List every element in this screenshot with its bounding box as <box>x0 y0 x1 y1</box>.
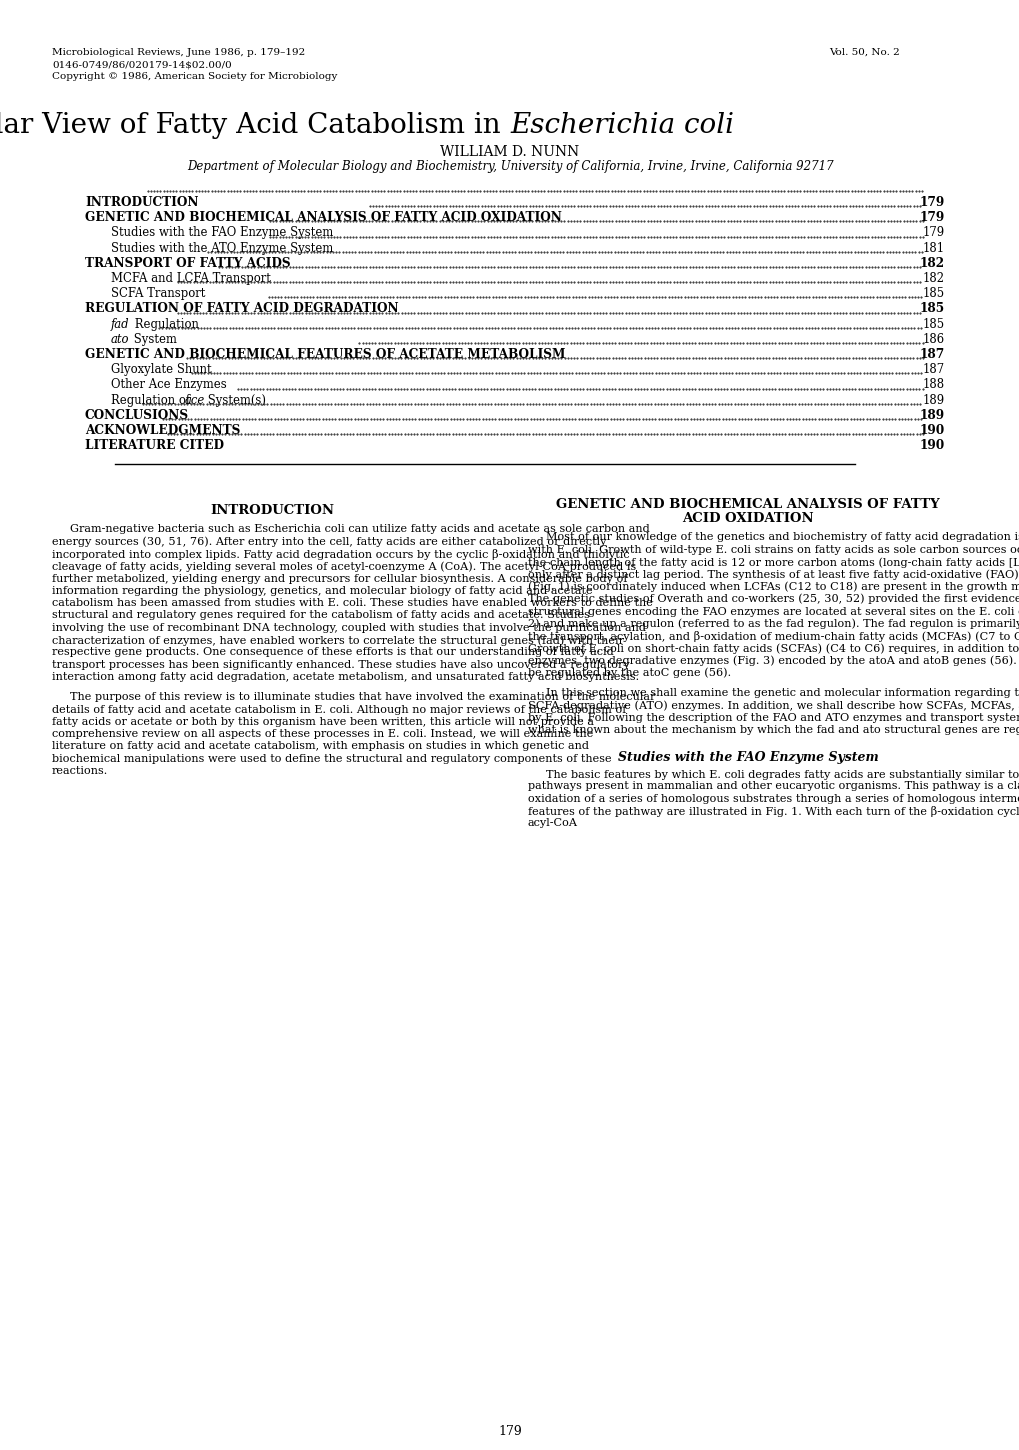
Text: 188: 188 <box>922 378 944 392</box>
Text: energy sources (30, 51, 76). After entry into the cell, fatty acids are either c: energy sources (30, 51, 76). After entry… <box>52 536 606 547</box>
Text: 189: 189 <box>922 393 944 406</box>
Text: fatty acids or acetate or both by this organism have been written, this article : fatty acids or acetate or both by this o… <box>52 716 593 726</box>
Text: Studies with the FAO Enzyme System: Studies with the FAO Enzyme System <box>111 226 333 239</box>
Text: Microbiological Reviews, June 1986, p. 179–192: Microbiological Reviews, June 1986, p. 1… <box>52 48 305 57</box>
Text: 185: 185 <box>919 303 944 316</box>
Text: 186: 186 <box>922 334 944 345</box>
Text: 179: 179 <box>497 1425 522 1438</box>
Text: 179: 179 <box>922 226 944 239</box>
Text: with E. coli. Growth of wild-type E. coli strains on fatty acids as sole carbon : with E. coli. Growth of wild-type E. col… <box>528 545 1019 555</box>
Text: INTRODUCTION: INTRODUCTION <box>85 196 199 209</box>
Text: A Molecular View of Fatty Acid Catabolism in: A Molecular View of Fatty Acid Catabolis… <box>0 112 510 139</box>
Text: SCFA Transport: SCFA Transport <box>111 287 205 300</box>
Text: INTRODUCTION: INTRODUCTION <box>210 505 333 518</box>
Text: the chain length of the fatty acid is 12 or more carbon atoms (long-chain fatty : the chain length of the fatty acid is 12… <box>528 557 1019 567</box>
Text: GENETIC AND BIOCHEMICAL ANALYSIS OF FATTY: GENETIC AND BIOCHEMICAL ANALYSIS OF FATT… <box>555 499 938 512</box>
Text: 179: 179 <box>919 196 944 209</box>
Text: 0146-0749/86/020179-14$02.00/0: 0146-0749/86/020179-14$02.00/0 <box>52 59 231 70</box>
Text: details of fatty acid and acetate catabolism in E. coli. Although no major revie: details of fatty acid and acetate catabo… <box>52 705 626 715</box>
Text: structural and regulatory genes required for the catabolism of fatty acids and a: structural and regulatory genes required… <box>52 610 589 621</box>
Text: 181: 181 <box>922 242 944 255</box>
Text: further metabolized, yielding energy and precursors for cellular biosynthesis. A: further metabolized, yielding energy and… <box>52 574 627 583</box>
Text: transport processes has been significantly enhanced. These studies have also unc: transport processes has been significant… <box>52 660 629 670</box>
Text: fad: fad <box>111 318 129 331</box>
Text: cleavage of fatty acids, yielding several moles of acetyl-coenzyme A (CoA). The : cleavage of fatty acids, yielding severa… <box>52 561 636 571</box>
Text: The purpose of this review is to illuminate studies that have involved the exami: The purpose of this review is to illumin… <box>70 692 655 702</box>
Text: CONCLUSIONS: CONCLUSIONS <box>85 409 189 422</box>
Text: GENETIC AND BIOCHEMICAL ANALYSIS OF FATTY ACID OXIDATION: GENETIC AND BIOCHEMICAL ANALYSIS OF FATT… <box>85 212 561 225</box>
Text: 190: 190 <box>919 423 944 436</box>
Text: only after a distinct lag period. The synthesis of at least five fatty acid-oxid: only after a distinct lag period. The sy… <box>528 570 1019 580</box>
Text: The genetic studies of Overath and co-workers (25, 30, 52) provided the first ev: The genetic studies of Overath and co-wo… <box>528 594 1019 605</box>
Text: comprehensive review on all aspects of these processes in E. coli. Instead, we w: comprehensive review on all aspects of t… <box>52 729 593 740</box>
Text: LITERATURE CITED: LITERATURE CITED <box>85 439 224 452</box>
Text: 2) and make up a regulon (referred to as the fad regulon). The fad regulon is pr: 2) and make up a regulon (referred to as… <box>528 619 1019 629</box>
Text: involving the use of recombinant DNA technology, coupled with studies that invol: involving the use of recombinant DNA tec… <box>52 624 645 632</box>
Text: Studies with the FAO Enzyme System: Studies with the FAO Enzyme System <box>618 751 877 764</box>
Text: be regulated by the atoC gene (56).: be regulated by the atoC gene (56). <box>528 667 731 679</box>
Text: ato: ato <box>111 334 129 345</box>
Text: incorporated into complex lipids. Fatty acid degradation occurs by the cyclic β-: incorporated into complex lipids. Fatty … <box>52 550 629 560</box>
Text: GENETIC AND BIOCHEMICAL FEATURES OF ACETATE METABOLISM: GENETIC AND BIOCHEMICAL FEATURES OF ACET… <box>85 348 565 361</box>
Text: MCFA and LCFA Transport: MCFA and LCFA Transport <box>111 273 271 286</box>
Text: ace: ace <box>184 393 205 406</box>
Text: Glyoxylate Shunt: Glyoxylate Shunt <box>111 362 211 376</box>
Text: TRANSPORT OF FATTY ACIDS: TRANSPORT OF FATTY ACIDS <box>85 257 290 270</box>
Text: In this section we shall examine the genetic and molecular information regarding: In this section we shall examine the gen… <box>545 687 1019 697</box>
Text: Escherichia coli: Escherichia coli <box>510 112 734 139</box>
Text: information regarding the physiology, genetics, and molecular biology of fatty a: information regarding the physiology, ge… <box>52 586 592 596</box>
Text: 190: 190 <box>919 439 944 452</box>
Text: Growth of E. coli on short-chain fatty acids (SCFAs) (C4 to C6) requires, in add: Growth of E. coli on short-chain fatty a… <box>528 644 1019 654</box>
Text: characterization of enzymes, have enabled workers to correlate the structural ge: characterization of enzymes, have enable… <box>52 635 624 645</box>
Text: Department of Molecular Biology and Biochemistry, University of California, Irvi: Department of Molecular Biology and Bioc… <box>186 160 833 173</box>
Text: Other Ace Enzymes: Other Ace Enzymes <box>111 378 226 392</box>
Text: Vol. 50, No. 2: Vol. 50, No. 2 <box>828 48 899 57</box>
Text: by E. coli. Following the description of the FAO and ATO enzymes and transport s: by E. coli. Following the description of… <box>528 712 1019 722</box>
Text: structural genes encoding the FAO enzymes are located at several sites on the E.: structural genes encoding the FAO enzyme… <box>528 606 1019 616</box>
Text: oxidation of a series of homologous substrates through a series of homologous in: oxidation of a series of homologous subs… <box>528 793 1019 803</box>
Text: Regulation: Regulation <box>130 318 199 331</box>
Text: pathways present in mammalian and other eucaryotic organisms. This pathway is a : pathways present in mammalian and other … <box>528 782 1019 792</box>
Text: 185: 185 <box>922 318 944 331</box>
Text: WILLIAM D. NUNN: WILLIAM D. NUNN <box>440 145 579 160</box>
Text: REGULATION OF FATTY ACID DEGRADATION: REGULATION OF FATTY ACID DEGRADATION <box>85 303 398 316</box>
Text: Gram-negative bacteria such as Escherichia coli can utilize fatty acids and acet: Gram-negative bacteria such as Escherich… <box>70 525 649 535</box>
Text: (Fig. 1) is coordinately induced when LCFAs (C12 to C18) are present in the grow: (Fig. 1) is coordinately induced when LC… <box>528 581 1019 592</box>
Text: what is known about the mechanism by which the fad and ato structural genes are : what is known about the mechanism by whi… <box>528 725 1019 735</box>
Text: SCFA-degradative (ATO) enzymes. In addition, we shall describe how SCFAs, MCFAs,: SCFA-degradative (ATO) enzymes. In addit… <box>528 700 1019 710</box>
Text: The basic features by which E. coli degrades fatty acids are substantially simil: The basic features by which E. coli degr… <box>545 768 1019 780</box>
Text: 179: 179 <box>919 212 944 225</box>
Text: reactions.: reactions. <box>52 766 108 776</box>
Text: Regulation of: Regulation of <box>111 393 194 406</box>
Text: features of the pathway are illustrated in Fig. 1. With each turn of the β-oxida: features of the pathway are illustrated … <box>528 806 1019 818</box>
Text: Most of our knowledge of the genetics and biochemistry of fatty acid degradation: Most of our knowledge of the genetics an… <box>545 532 1019 542</box>
Text: ACID OXIDATION: ACID OXIDATION <box>682 512 813 525</box>
Text: 187: 187 <box>922 362 944 376</box>
Text: acyl-CoA: acyl-CoA <box>528 818 578 828</box>
Text: System(s): System(s) <box>204 393 266 406</box>
Text: 185: 185 <box>922 287 944 300</box>
Text: 187: 187 <box>919 348 944 361</box>
Text: biochemical manipulations were used to define the structural and regulatory comp: biochemical manipulations were used to d… <box>52 754 611 764</box>
Text: the transport, acylation, and β-oxidation of medium-chain fatty acids (MCFAs) (C: the transport, acylation, and β-oxidatio… <box>528 631 1019 642</box>
Text: 182: 182 <box>922 273 944 286</box>
Text: Studies with the ATO Enzyme System: Studies with the ATO Enzyme System <box>111 242 333 255</box>
Text: literature on fatty acid and acetate catabolism, with emphasis on studies in whi: literature on fatty acid and acetate cat… <box>52 741 588 751</box>
Text: interaction among fatty acid degradation, acetate metabolism, and unsaturated fa: interaction among fatty acid degradation… <box>52 671 639 682</box>
Text: enzymes, two degradative enzymes (Fig. 3) encoded by the atoA and atoB genes (56: enzymes, two degradative enzymes (Fig. 3… <box>528 655 1019 666</box>
Text: catabolism has been amassed from studies with E. coli. These studies have enable: catabolism has been amassed from studies… <box>52 599 652 608</box>
Text: Copyright © 1986, American Society for Microbiology: Copyright © 1986, American Society for M… <box>52 72 337 81</box>
Text: respective gene products. One consequence of these efforts is that our understan: respective gene products. One consequenc… <box>52 647 613 657</box>
Text: 182: 182 <box>919 257 944 270</box>
Text: ACKNOWLEDGMENTS: ACKNOWLEDGMENTS <box>85 423 240 436</box>
Text: 189: 189 <box>919 409 944 422</box>
Text: System: System <box>129 334 176 345</box>
